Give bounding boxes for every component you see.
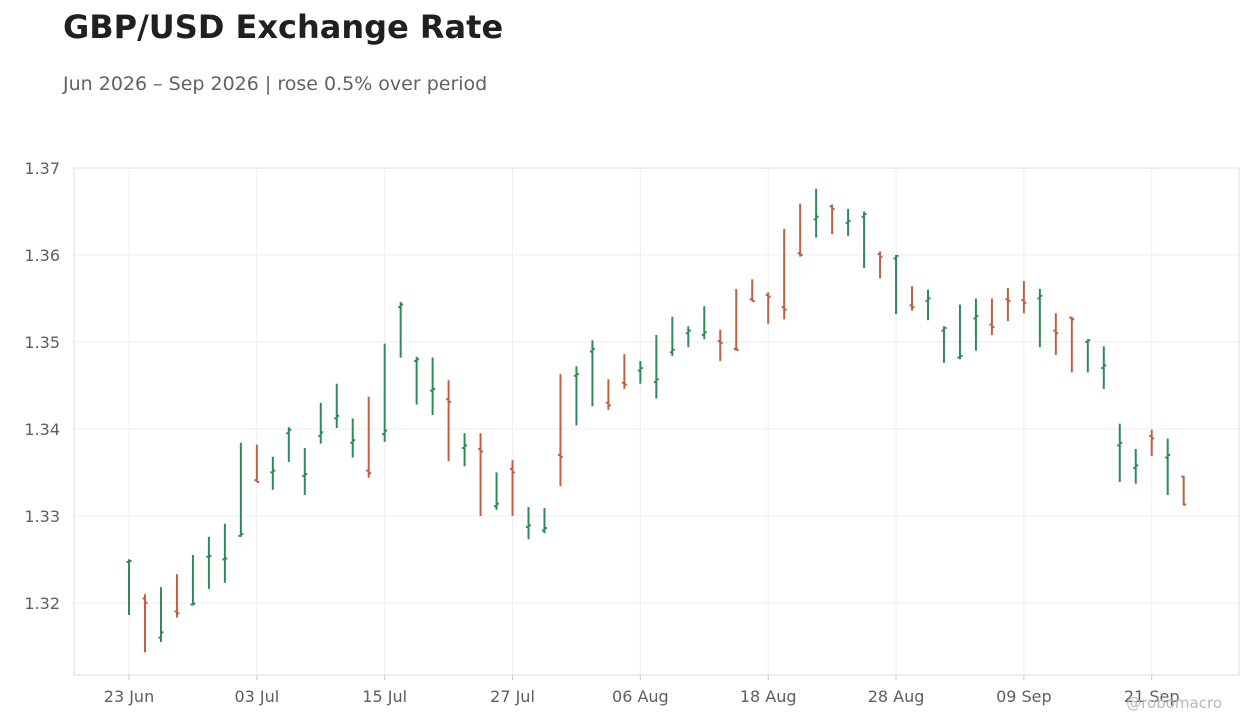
- ohlc-bar: [478, 433, 484, 516]
- ohlc-bar: [158, 587, 164, 642]
- ohlc-bar: [1181, 475, 1187, 506]
- ohlc-bar: [861, 211, 867, 269]
- x-tick-label: 21 Sep: [1124, 687, 1180, 706]
- x-tick-label: 03 Jul: [234, 687, 279, 706]
- ohlc-bar: [494, 472, 500, 510]
- ohlc-bar: [174, 574, 180, 618]
- ohlc-bar: [206, 536, 212, 589]
- ohlc-bar: [414, 356, 420, 405]
- ohlc-bar: [957, 304, 963, 360]
- x-tick-label: 09 Sep: [996, 687, 1052, 706]
- ohlc-bar: [526, 507, 531, 540]
- ohlc-bar: [302, 448, 308, 495]
- y-tick-label: 1.34: [24, 420, 60, 439]
- y-tick-label: 1.33: [24, 507, 60, 526]
- ohlc-bar: [813, 188, 819, 238]
- ohlc-bar: [717, 329, 723, 362]
- ohlc-bar: [589, 340, 595, 407]
- ohlc-bar: [893, 254, 899, 315]
- credit-label: @robomacro: [1126, 694, 1222, 712]
- ohlc-bar: [382, 343, 388, 442]
- ohlc-bar: [1053, 313, 1059, 355]
- x-tick-label: 18 Aug: [740, 687, 797, 706]
- ohlc-bar: [350, 418, 356, 458]
- ohlc-bar: [1069, 316, 1075, 373]
- ohlc-bar: [270, 456, 276, 490]
- ohlc-bar: [797, 203, 803, 257]
- ohlc-bar: [845, 208, 851, 236]
- ohlc-bar: [653, 334, 659, 399]
- ohlc-bar: [254, 444, 260, 483]
- ohlc-bar: [1101, 346, 1107, 389]
- plot-frame: [73, 167, 1240, 676]
- ohlc-bar: [989, 298, 995, 335]
- x-tick-label: 28 Aug: [868, 687, 925, 706]
- ohlc-bar: [701, 306, 707, 340]
- ohlc-bar: [238, 442, 244, 537]
- ohlc-bar: [126, 559, 132, 615]
- ohlc-bar: [765, 292, 771, 324]
- y-tick-label: 1.36: [24, 246, 60, 265]
- ohlc-bar: [1149, 429, 1155, 456]
- ohlc-bar: [941, 326, 947, 363]
- ohlc-bar: [366, 396, 372, 478]
- chart-subtitle: Jun 2026 – Sep 2026 | rose 0.5% over per…: [63, 73, 488, 95]
- ohlc-bar: [1021, 281, 1027, 314]
- x-tick-label: 06 Aug: [612, 687, 669, 706]
- ohlc-bar: [749, 279, 755, 303]
- y-axis-labels: 1.32 1.33 1.34 1.35 1.36 1.37: [24, 159, 60, 613]
- ohlc-bar: [733, 288, 739, 351]
- ohlc-bar: [446, 380, 452, 462]
- ohlc-bar: [669, 316, 675, 356]
- ohlc-bar: [1133, 448, 1139, 484]
- ohlc-bar: [286, 427, 292, 462]
- x-tick-label: 23 Jun: [104, 687, 154, 706]
- ohlc-bar: [462, 433, 468, 467]
- ohlc-bar: [1165, 438, 1171, 495]
- ohlc-bar: [510, 460, 516, 516]
- ohlc-bar: [909, 286, 915, 311]
- ohlc-bar: [334, 383, 340, 429]
- ohlc-bar: [605, 379, 611, 410]
- x-tick-label: 27 Jul: [490, 687, 535, 706]
- ohlc-bar: [318, 402, 324, 444]
- grid-lines: [74, 167, 1239, 680]
- ohlc-bar: [1117, 423, 1123, 482]
- ohlc-bar: [925, 289, 931, 321]
- ohlc-bar: [1085, 339, 1091, 373]
- ohlc-bar: [973, 298, 979, 351]
- y-tick-label: 1.35: [24, 333, 60, 352]
- ohlc-bar: [877, 251, 883, 279]
- y-tick-label: 1.32: [24, 594, 60, 613]
- chart-title: GBP/USD Exchange Rate: [63, 8, 504, 46]
- ohlc-bar: [541, 508, 547, 534]
- ohlc-bar: [142, 594, 148, 653]
- ohlc-bar: [1037, 288, 1043, 348]
- ohlc-bar: [573, 366, 579, 426]
- x-axis-labels: 23 Jun 03 Jul 15 Jul 27 Jul 06 Aug 18 Aug 28 A…: [104, 687, 1180, 706]
- ohlc-bar: [190, 554, 196, 606]
- ohlc-bar: [557, 374, 563, 487]
- ohlc-bars: [126, 188, 1187, 653]
- ohlc-bar: [621, 354, 627, 389]
- ohlc-bar: [222, 523, 228, 583]
- ohlc-bar: [398, 301, 404, 358]
- ohlc-bar: [637, 361, 643, 384]
- y-tick-label: 1.37: [24, 159, 60, 178]
- ohlc-bar: [829, 204, 835, 235]
- x-tick-label: 15 Jul: [362, 687, 407, 706]
- ohlc-bar: [781, 228, 787, 320]
- ohlc-bar: [1005, 288, 1011, 322]
- ohlc-bar: [685, 326, 691, 348]
- ohlc-bar: [430, 357, 436, 415]
